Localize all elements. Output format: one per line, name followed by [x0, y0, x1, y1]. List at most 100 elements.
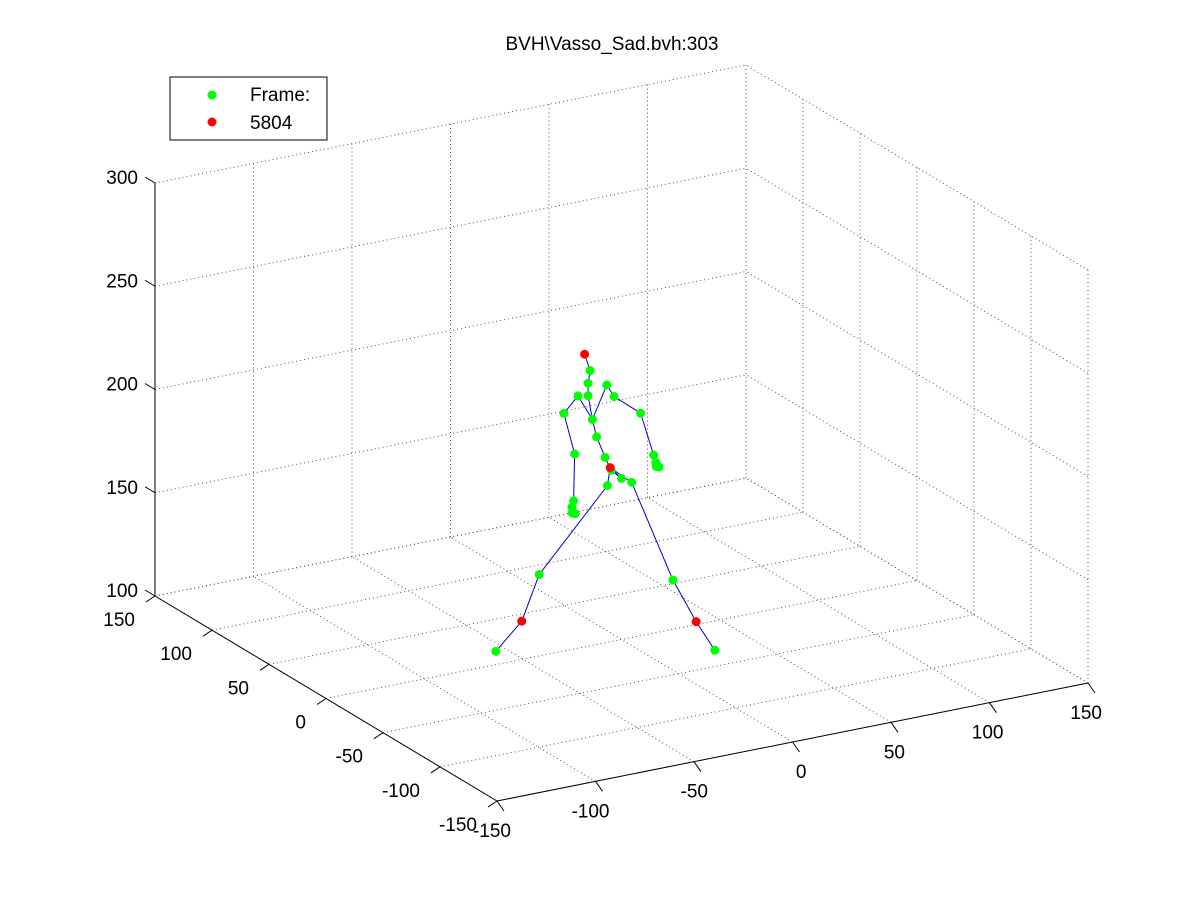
x-tick-label: 50: [884, 742, 905, 763]
joint-lwrist: [649, 450, 659, 460]
x-tick-label: 150: [1070, 703, 1102, 724]
joint-rankle: [517, 616, 527, 626]
y-tick-label: -100: [382, 781, 420, 802]
joint-chest: [592, 432, 602, 442]
grid-floor-x: [647, 497, 990, 704]
joint-lclav: [602, 380, 612, 390]
bone-lknee-lankle: [672, 579, 697, 622]
joint-root: [605, 463, 615, 473]
legend-marker-5804: [207, 117, 217, 127]
grid-side-z: [745, 271, 1089, 477]
joint-lelbow: [636, 408, 646, 418]
y-tick-label: -150: [439, 815, 477, 836]
joint-chest2: [587, 414, 597, 424]
z-tick-label: 250: [106, 271, 138, 292]
grid-back-z: [154, 167, 747, 287]
joint-relbow: [570, 449, 580, 459]
grid-floor-y: [268, 545, 861, 665]
joint-lhip: [627, 477, 637, 487]
bone-chest2-lclav: [591, 384, 608, 420]
legend-box: [169, 76, 328, 141]
x-tick-mark: [890, 722, 899, 733]
grid-side-z: [745, 64, 1089, 271]
x-tick-mark: [496, 800, 505, 812]
z-tick-mark: [144, 589, 156, 597]
z-tick-mark: [144, 383, 156, 390]
joint-rhip: [602, 481, 612, 491]
joint-neck: [583, 391, 593, 401]
y-tick-label: 50: [228, 678, 249, 699]
joint-lankle: [691, 617, 701, 627]
z-tick-label: 300: [106, 168, 138, 189]
y-tick-mark: [373, 732, 384, 740]
joint-rclav: [573, 391, 583, 401]
bone-rshoulder-relbow: [563, 413, 576, 455]
grid-floor-y: [325, 580, 918, 699]
bone-rknee-rankle: [521, 574, 540, 622]
joint-head_top: [580, 349, 590, 359]
grid-floor-y: [382, 614, 975, 734]
x-tick-mark: [792, 741, 800, 753]
joint-rfinger2: [570, 509, 580, 519]
z-tick-label: 150: [106, 478, 138, 499]
z-tick-label: 200: [106, 375, 138, 396]
joint-head_base: [585, 366, 595, 376]
grid-floor-x: [548, 516, 892, 723]
bone-lshoulder-lelbow: [613, 396, 641, 414]
grid-back-z: [154, 477, 747, 597]
z-tick-mark: [144, 176, 156, 184]
y-tick-label: 0: [295, 713, 306, 734]
bone-lhip-lknee: [631, 482, 674, 581]
skeleton-joints: [491, 349, 720, 656]
joint-neck2: [583, 378, 593, 388]
x-tick-label: -150: [473, 821, 511, 842]
y-tick-label: 150: [103, 610, 135, 631]
z-tick-label: 100: [106, 581, 138, 602]
joint-lknee: [668, 575, 678, 585]
y-tick-mark: [316, 698, 327, 705]
joint-lshoulder: [609, 391, 619, 401]
grid-back-z: [154, 374, 747, 494]
x-tick-mark: [1087, 682, 1096, 694]
x-tick-mark: [693, 761, 702, 772]
y-tick-mark: [259, 663, 270, 671]
bone-lankle-ltoe: [695, 621, 716, 651]
z-tick-mark: [144, 486, 156, 494]
x-tick-mark: [989, 702, 997, 713]
grid-floor-y: [439, 648, 1032, 768]
grid-side-z: [745, 477, 1089, 684]
z-tick-mark: [144, 279, 156, 287]
grid-back-z: [154, 64, 747, 184]
bone-rhip-rknee: [538, 485, 608, 575]
axes-layer: [144, 176, 1096, 812]
chart-title: BVH\Vasso_Sad.bvh:303: [505, 34, 718, 55]
bone-chest2-rclav: [577, 395, 593, 420]
bone-rankle-rtoe: [495, 620, 523, 652]
bone-relbow-rwrist: [573, 453, 576, 501]
grid-back-z: [154, 271, 747, 390]
grid-floor-x: [450, 536, 793, 743]
y-tick-label: -50: [336, 747, 363, 768]
bone-lelbow-lwrist: [640, 413, 655, 456]
x-tick-label: -100: [571, 801, 609, 822]
y-tick-mark: [145, 595, 156, 603]
x-tick-label: 100: [972, 723, 1004, 744]
x-tick-label: 0: [796, 762, 807, 783]
joint-rknee: [534, 570, 544, 580]
joint-rtoe: [491, 646, 501, 656]
joint-rshoulder: [559, 408, 569, 418]
y-tick-mark: [202, 629, 213, 637]
joint-spine2: [600, 452, 610, 462]
grid-side-z: [745, 374, 1089, 581]
grid-side-z: [745, 167, 1089, 374]
legend-label-frame: Frame:: [250, 85, 310, 106]
x-tick-label: -50: [681, 782, 708, 803]
y-tick-label: 100: [160, 644, 192, 665]
joint-lfinger2: [654, 462, 664, 472]
legend: Frame: 5804: [169, 76, 328, 141]
x-tick-mark: [595, 781, 603, 792]
tick-labels: -150 -100 -50 0 50 100 150 -150 -100 -50 0 50 100 150…: [103, 168, 1102, 842]
legend-label-5804: 5804: [250, 113, 293, 134]
